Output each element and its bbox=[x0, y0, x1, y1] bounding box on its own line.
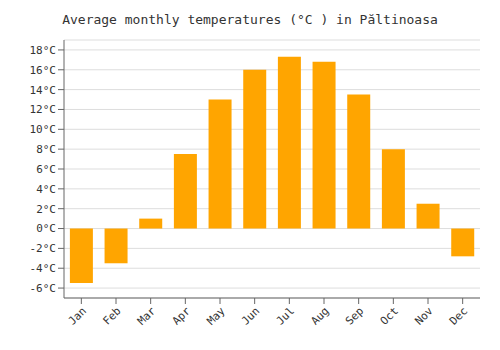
svg-text:-6°C: -6°C bbox=[30, 282, 57, 295]
svg-text:Aug: Aug bbox=[308, 304, 331, 327]
html-text:Average monthly temperatures (: Average monthly temperatures (°C ) in Pă… bbox=[62, 12, 438, 27]
svg-text:8°C: 8°C bbox=[36, 143, 56, 156]
svg-text:6°C: 6°C bbox=[36, 163, 56, 176]
svg-text:May: May bbox=[204, 304, 228, 328]
svg-text:Dec: Dec bbox=[447, 304, 470, 327]
svg-text:Jun: Jun bbox=[239, 304, 262, 327]
svg-text:18°C: 18°C bbox=[30, 44, 57, 57]
svg-text:-2°C: -2°C bbox=[30, 242, 57, 255]
svg-text:16°C: 16°C bbox=[30, 64, 57, 77]
svg-text:Apr: Apr bbox=[170, 304, 194, 328]
svg-text:Oct: Oct bbox=[378, 304, 401, 327]
svg-text:Nov: Nov bbox=[412, 304, 436, 328]
svg-text:-4°C: -4°C bbox=[30, 262, 57, 275]
svg-text:12°C: 12°C bbox=[30, 103, 57, 116]
svg-text:14°C: 14°C bbox=[30, 84, 57, 97]
svg-text:10°C: 10°C bbox=[30, 123, 57, 136]
svg-text:Jan: Jan bbox=[66, 304, 89, 327]
svg-text:4°C: 4°C bbox=[36, 183, 56, 196]
svg-text:Mar: Mar bbox=[135, 304, 159, 328]
svg-text:Jul: Jul bbox=[274, 304, 297, 327]
svg-text:Sep: Sep bbox=[343, 304, 366, 327]
svg-text:Feb: Feb bbox=[100, 304, 123, 327]
svg-text:2°C: 2°C bbox=[36, 203, 56, 216]
svg-text:0°C: 0°C bbox=[36, 222, 56, 235]
